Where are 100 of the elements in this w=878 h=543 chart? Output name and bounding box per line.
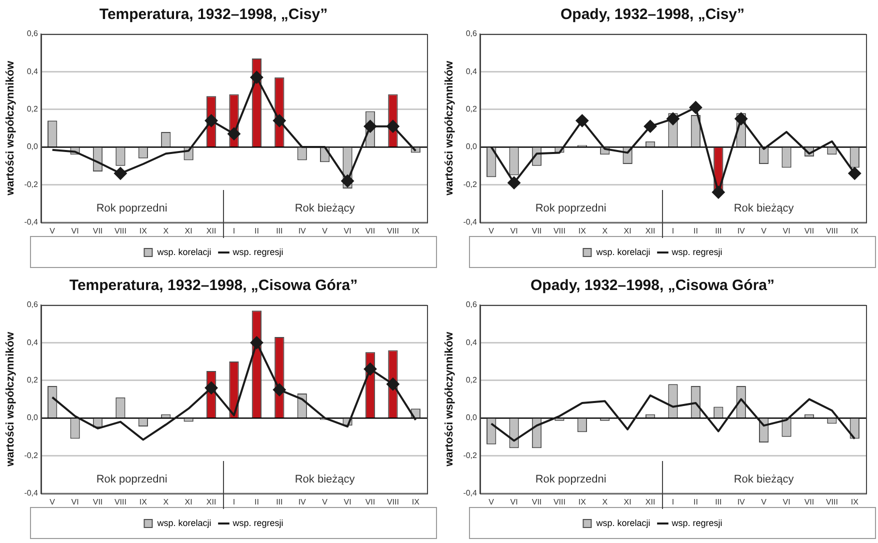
point bbox=[734, 112, 748, 126]
point bbox=[341, 174, 354, 188]
x-tick-label: III bbox=[715, 497, 722, 506]
x-tick-label: I bbox=[672, 497, 674, 506]
point bbox=[644, 120, 657, 133]
x-tick-label: V bbox=[50, 497, 56, 506]
y-tick-label: -0,2 bbox=[463, 450, 478, 460]
annotation: Rok poprzedni bbox=[535, 473, 606, 486]
y-tick-label: -0,2 bbox=[24, 180, 39, 189]
point bbox=[204, 381, 218, 394]
x-tick-label: V bbox=[50, 226, 56, 236]
x-tick-label: XII bbox=[206, 497, 216, 506]
x-tick-label: VI bbox=[71, 497, 79, 506]
point bbox=[364, 120, 377, 133]
y-tick-label: 0,2 bbox=[466, 104, 478, 114]
point bbox=[204, 114, 218, 128]
y-tick-label: 0,4 bbox=[466, 66, 478, 76]
y-tick-label: -0,4 bbox=[24, 218, 39, 227]
y-tick-label: 0,6 bbox=[26, 300, 39, 310]
legend-label: wsp. regresji bbox=[232, 246, 284, 257]
point bbox=[364, 362, 377, 376]
x-tick-label: VII bbox=[92, 497, 103, 506]
x-tick-label: VIII bbox=[114, 497, 126, 506]
x-tick-label: III bbox=[715, 226, 722, 236]
chart-title: Temperatura, 1932–1998, „Cisy” bbox=[99, 6, 328, 24]
y-tick-label: 0,0 bbox=[26, 142, 39, 152]
chart-title: Opady, 1932–1998, „Cisy” bbox=[560, 6, 744, 24]
x-tick-label: I bbox=[232, 226, 236, 236]
x-tick-label: XI bbox=[184, 226, 192, 236]
x-tick-label: VI bbox=[344, 497, 352, 506]
x-tick-label: IX bbox=[412, 226, 420, 236]
y-tick-label: 0,4 bbox=[26, 338, 39, 347]
point bbox=[508, 176, 521, 190]
x-tick-label: V bbox=[322, 226, 328, 236]
x-tick-label: II bbox=[254, 226, 259, 236]
x-tick-label: X bbox=[163, 226, 170, 236]
x-tick-label: IX bbox=[139, 226, 148, 236]
y-axis-title: wartości współczynników bbox=[444, 60, 456, 196]
point bbox=[689, 100, 702, 114]
x-tick-label: II bbox=[254, 497, 259, 506]
x-tick-label: V bbox=[488, 226, 495, 236]
y-tick-label: 0,0 bbox=[466, 142, 478, 152]
x-tick-label: VII bbox=[532, 226, 542, 236]
x-tick-label: VI bbox=[344, 226, 352, 236]
x-tick-label: VII bbox=[365, 226, 376, 236]
point bbox=[227, 127, 240, 140]
x-tick-label: VII bbox=[532, 497, 542, 506]
x-tick-label: VII bbox=[365, 497, 376, 506]
annotation: Rok poprzedni bbox=[96, 202, 168, 214]
legend-label: wsp. korelacji bbox=[595, 246, 650, 257]
legend-label: wsp. korelacji bbox=[156, 518, 212, 528]
x-tick-label: VII bbox=[804, 226, 814, 236]
x-tick-label: III bbox=[276, 497, 283, 506]
x-tick-label: IX bbox=[578, 497, 587, 506]
x-tick-label: XI bbox=[184, 497, 192, 506]
x-tick-label: V bbox=[761, 226, 768, 236]
y-tick-label: -0,2 bbox=[463, 180, 478, 189]
annotation: Rok poprzedni bbox=[535, 202, 606, 214]
y-tick-label: -0,2 bbox=[24, 450, 39, 460]
chart-title: Opady, 1932–1998, „Cisowa Góra” bbox=[530, 277, 775, 294]
x-tick-label: XI bbox=[624, 226, 632, 236]
x-tick-label: XI bbox=[624, 497, 632, 506]
x-tick-label: VIII bbox=[826, 226, 838, 236]
y-tick-label: 0,6 bbox=[26, 29, 39, 38]
x-tick-label: VI bbox=[71, 226, 79, 236]
x-tick-label: I bbox=[672, 226, 674, 236]
x-tick-label: X bbox=[602, 226, 608, 236]
y-tick-label: 0,2 bbox=[26, 104, 39, 114]
y-tick-label: 0,4 bbox=[466, 338, 478, 347]
y-tick-label: 0,2 bbox=[466, 376, 478, 385]
x-tick-label: VIII bbox=[553, 226, 566, 236]
legend-label: wsp. regresji bbox=[670, 246, 722, 257]
x-tick-label: XII bbox=[206, 226, 216, 236]
x-tick-label: V bbox=[322, 497, 328, 506]
y-tick-label: 0,0 bbox=[466, 413, 478, 422]
annotation: Rok bieżący bbox=[734, 473, 794, 486]
x-tick-label: IX bbox=[139, 497, 148, 506]
x-tick-label: IX bbox=[578, 226, 587, 236]
x-tick-label: II bbox=[693, 226, 698, 236]
point bbox=[848, 166, 862, 180]
legend-label: wsp. regresji bbox=[232, 518, 284, 528]
legend-label: wsp. korelacji bbox=[595, 518, 650, 528]
x-tick-label: VIII bbox=[386, 497, 399, 506]
annotation: Rok bieżący bbox=[294, 202, 356, 214]
x-tick-label: IV bbox=[298, 497, 307, 506]
y-tick-label: 0,4 bbox=[26, 66, 39, 76]
x-tick-label: IV bbox=[737, 497, 746, 506]
y-axis-title: wartości współczynników bbox=[444, 332, 456, 468]
x-tick-label: VI bbox=[510, 226, 518, 236]
legend-label: wsp. regresji bbox=[670, 518, 722, 528]
point bbox=[576, 114, 589, 128]
annotation: Rok bieżący bbox=[294, 473, 356, 486]
x-tick-label: VII bbox=[92, 226, 103, 236]
x-tick-label: V bbox=[488, 497, 495, 506]
annotation: Rok bieżący bbox=[734, 202, 794, 214]
x-tick-label: VIII bbox=[386, 226, 399, 236]
y-tick-label: -0,4 bbox=[463, 218, 478, 227]
x-tick-label: X bbox=[163, 497, 170, 506]
x-tick-label: IX bbox=[850, 497, 860, 506]
y-tick-label: 0,6 bbox=[466, 29, 478, 38]
